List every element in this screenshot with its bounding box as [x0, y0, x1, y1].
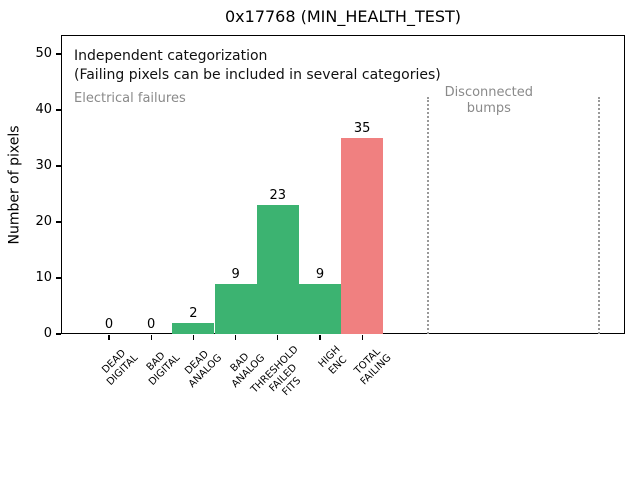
x-tick-mark	[277, 335, 279, 340]
x-tick-label: BAD DIGITAL	[144, 350, 183, 388]
separator-dotted-line	[427, 97, 430, 334]
y-tick-mark	[56, 53, 61, 55]
bar	[214, 283, 257, 334]
y-tick-mark	[56, 277, 61, 279]
chart-title: 0x17768 (MIN_HEALTH_TEST)	[224, 7, 462, 26]
bar	[172, 322, 215, 334]
region-label-disconnected-bumps: Disconnected bumps	[444, 85, 534, 116]
bar-value-label: 0	[104, 317, 114, 332]
y-tick-mark	[56, 109, 61, 111]
region-label-electrical-failures: Electrical failures	[74, 91, 186, 106]
bar-value-label: 23	[269, 188, 287, 204]
y-tick-label: 30	[35, 158, 52, 174]
y-axis-label-strip: Number of pixels	[0, 35, 30, 334]
bar-value-label: 35	[353, 121, 371, 137]
y-tick-mark	[56, 333, 61, 335]
y-tick-label: 40	[35, 102, 52, 118]
x-tick-mark	[319, 335, 321, 340]
bar-value-label: 0	[147, 317, 156, 332]
annotation-failing-note: (Failing pixels can be included in sever…	[74, 67, 441, 83]
bar-value-label: 9	[315, 266, 325, 282]
y-tick-label: 50	[35, 46, 52, 62]
x-tick-label: DEAD ANALOG	[183, 348, 225, 390]
x-tick-label: TOTAL FAILING	[352, 346, 394, 388]
y-tick-label: 20	[35, 214, 52, 229]
bar-value-label: 2	[189, 305, 198, 321]
separator-dotted-line	[597, 97, 600, 334]
bar	[298, 283, 342, 334]
x-tick-mark	[150, 335, 152, 340]
y-tick-label: 0	[43, 326, 52, 341]
bar-value-label: 9	[231, 266, 240, 282]
x-tick-label: HIGH ENC	[316, 344, 350, 377]
x-tick-mark	[361, 335, 363, 340]
x-tick-mark	[108, 335, 110, 340]
y-tick-mark	[56, 221, 61, 223]
bar	[341, 138, 384, 334]
y-tick-label: 10	[35, 270, 52, 285]
annotation-independent-categorization: Independent categorization	[74, 48, 268, 64]
x-tick-mark	[235, 335, 237, 340]
x-tick-mark	[192, 335, 194, 340]
x-tick-label: DEAD DIGITAL	[100, 347, 141, 388]
bar	[256, 205, 299, 334]
y-tick-mark	[56, 165, 61, 167]
